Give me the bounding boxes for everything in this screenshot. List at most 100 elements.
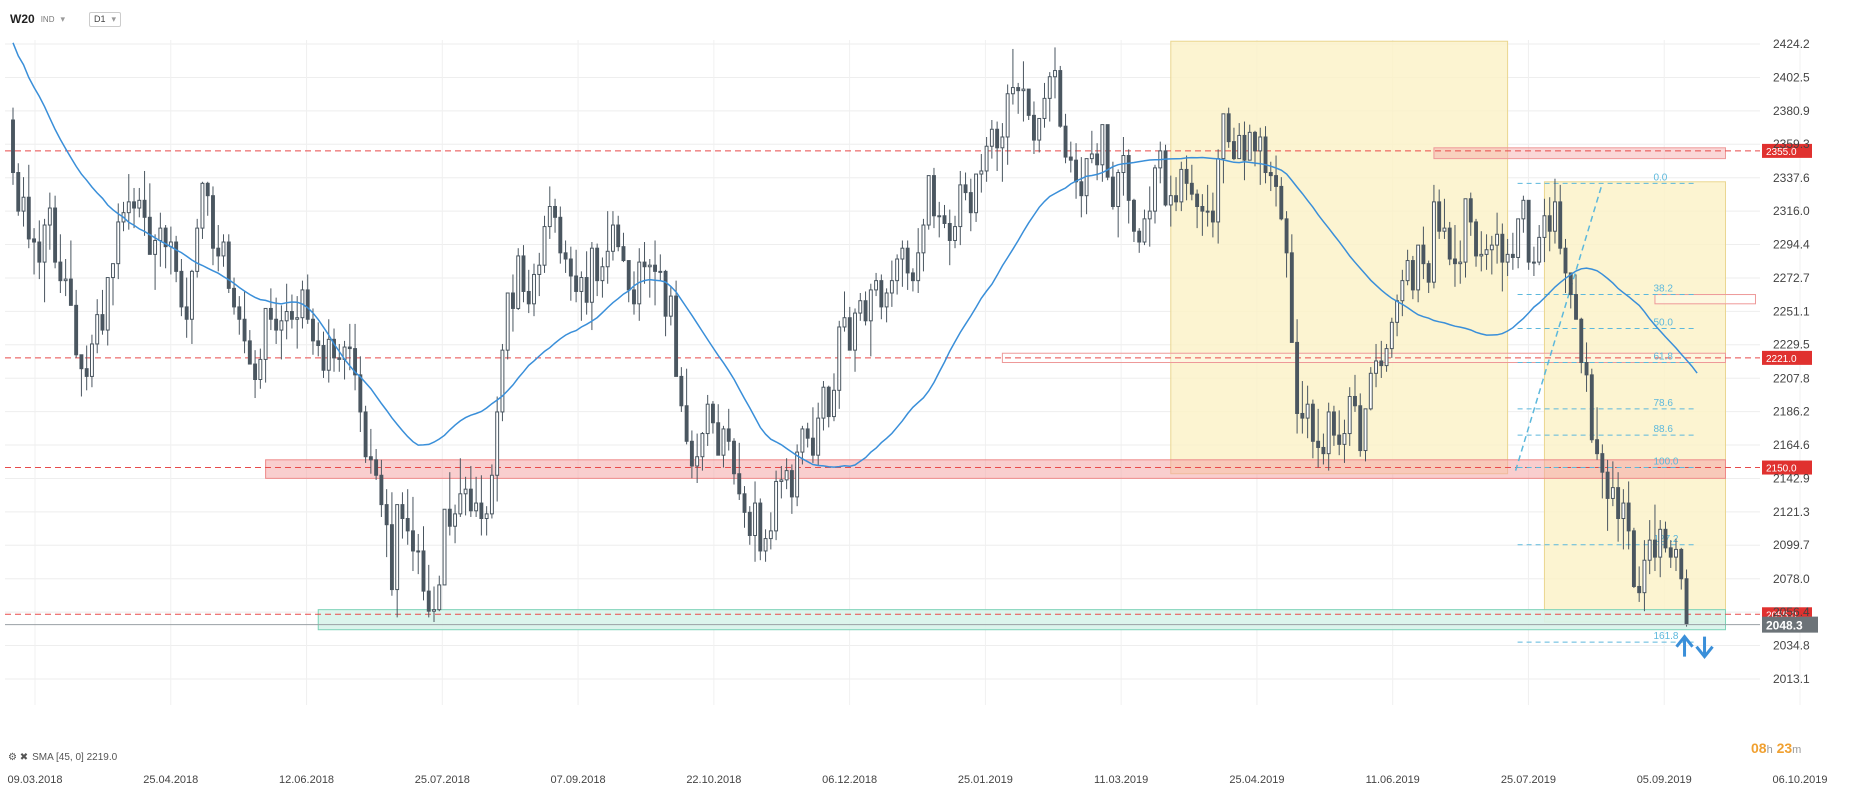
countdown-hours-unit: h bbox=[1766, 744, 1773, 756]
countdown-minutes: 23 bbox=[1776, 740, 1793, 756]
timeframe-select[interactable]: D1 ▾ bbox=[89, 11, 122, 27]
candle-body bbox=[316, 340, 321, 347]
candle bbox=[1410, 255, 1415, 300]
candle-body bbox=[1674, 548, 1678, 558]
candle-body bbox=[258, 358, 263, 380]
x-axis-tick-label: 12.06.2018 bbox=[279, 774, 334, 786]
candle bbox=[958, 170, 963, 246]
candle-body bbox=[1032, 114, 1036, 141]
candle-body bbox=[1468, 198, 1473, 223]
candle-body bbox=[1589, 374, 1594, 441]
candle-body bbox=[1447, 227, 1452, 260]
candle-body bbox=[1021, 88, 1026, 92]
candle bbox=[563, 240, 568, 273]
y-axis-tick-label: 2272.7 bbox=[1773, 271, 1810, 285]
candle-body bbox=[1326, 411, 1331, 455]
candle bbox=[263, 307, 268, 383]
candle bbox=[1179, 161, 1184, 212]
candle-body bbox=[58, 261, 63, 282]
candle-body bbox=[995, 128, 1000, 149]
candle bbox=[1521, 195, 1526, 233]
candle bbox=[1516, 218, 1521, 269]
fib-trend-line bbox=[1514, 183, 1604, 471]
y-axis-tick-label: 2359.3 bbox=[1773, 137, 1810, 151]
candle bbox=[1331, 405, 1336, 446]
candle-body bbox=[253, 363, 258, 380]
candle-body bbox=[768, 530, 773, 540]
candle bbox=[921, 218, 926, 272]
candle-body bbox=[1026, 88, 1031, 116]
candle bbox=[226, 234, 231, 293]
candle-body bbox=[532, 273, 536, 305]
candle bbox=[163, 225, 168, 269]
candle bbox=[1126, 149, 1131, 224]
candle bbox=[142, 170, 147, 236]
y-axis-tick-label: 2380.9 bbox=[1773, 104, 1810, 118]
candle-body bbox=[179, 270, 184, 308]
instrument-symbol[interactable]: W20 bbox=[10, 12, 35, 26]
candle-body bbox=[1400, 280, 1405, 302]
candle-body bbox=[1584, 362, 1589, 376]
candle bbox=[1421, 226, 1426, 280]
candle bbox=[1495, 212, 1500, 264]
candle-body bbox=[1516, 218, 1521, 258]
candle bbox=[632, 271, 636, 315]
candle bbox=[1426, 260, 1431, 293]
y-axis-tick-label: 2337.6 bbox=[1773, 171, 1810, 185]
candle bbox=[1084, 158, 1089, 215]
candle bbox=[1279, 177, 1284, 221]
candle bbox=[1347, 387, 1352, 446]
candle-body bbox=[363, 411, 368, 458]
candle-body bbox=[153, 239, 158, 255]
last-price-label: 2048.3 bbox=[1766, 619, 1803, 633]
x-axis-tick-label: 22.10.2018 bbox=[686, 774, 741, 786]
fib-level-label: 161.8 bbox=[1653, 631, 1678, 642]
candle-body bbox=[816, 417, 821, 456]
candle-body bbox=[758, 502, 763, 552]
candle bbox=[853, 308, 857, 372]
candle-body bbox=[295, 317, 300, 320]
candle-body bbox=[226, 241, 231, 289]
resistance-zone bbox=[1433, 147, 1726, 160]
candle bbox=[147, 183, 152, 255]
level-price-label: 2355.0 bbox=[1766, 147, 1797, 158]
candle-body bbox=[1079, 181, 1084, 197]
indicator-settings-icon[interactable]: ⚙ ✖ bbox=[8, 752, 29, 763]
candle bbox=[16, 163, 21, 216]
candle bbox=[53, 195, 58, 269]
candle-body bbox=[284, 311, 289, 322]
candle bbox=[1616, 472, 1621, 542]
candle bbox=[321, 331, 326, 378]
candle-body bbox=[916, 252, 921, 282]
candle-body bbox=[1621, 502, 1626, 520]
candle-body bbox=[63, 278, 68, 282]
indicator-legend[interactable]: ⚙ ✖ SMA [45, 0] 2219.0 bbox=[8, 752, 117, 763]
candle bbox=[1568, 272, 1573, 309]
candle bbox=[700, 432, 705, 471]
instrument-dropdown-icon[interactable]: ▾ bbox=[60, 13, 65, 24]
y-axis-tick-label: 2316.0 bbox=[1773, 204, 1810, 218]
candle bbox=[132, 187, 136, 229]
countdown-minutes-unit: m bbox=[1792, 744, 1802, 756]
x-axis-tick-label: 09.03.2018 bbox=[7, 774, 62, 786]
candle-body bbox=[1495, 233, 1500, 246]
candle-body bbox=[100, 314, 105, 331]
candle bbox=[721, 425, 726, 468]
candle-body bbox=[989, 128, 994, 147]
candle-body bbox=[263, 307, 268, 360]
candle-body bbox=[763, 538, 768, 552]
candle-body bbox=[395, 504, 400, 591]
candle-body bbox=[1416, 244, 1421, 291]
candle-body bbox=[642, 261, 647, 268]
candle-body bbox=[89, 343, 94, 377]
candle bbox=[37, 220, 42, 280]
candle bbox=[637, 248, 642, 321]
candle bbox=[289, 294, 294, 329]
candle-body bbox=[105, 277, 110, 331]
candle-body bbox=[1453, 258, 1457, 265]
candle bbox=[405, 489, 410, 545]
candle bbox=[1195, 189, 1200, 229]
candle bbox=[1221, 113, 1226, 184]
candle bbox=[805, 422, 810, 448]
